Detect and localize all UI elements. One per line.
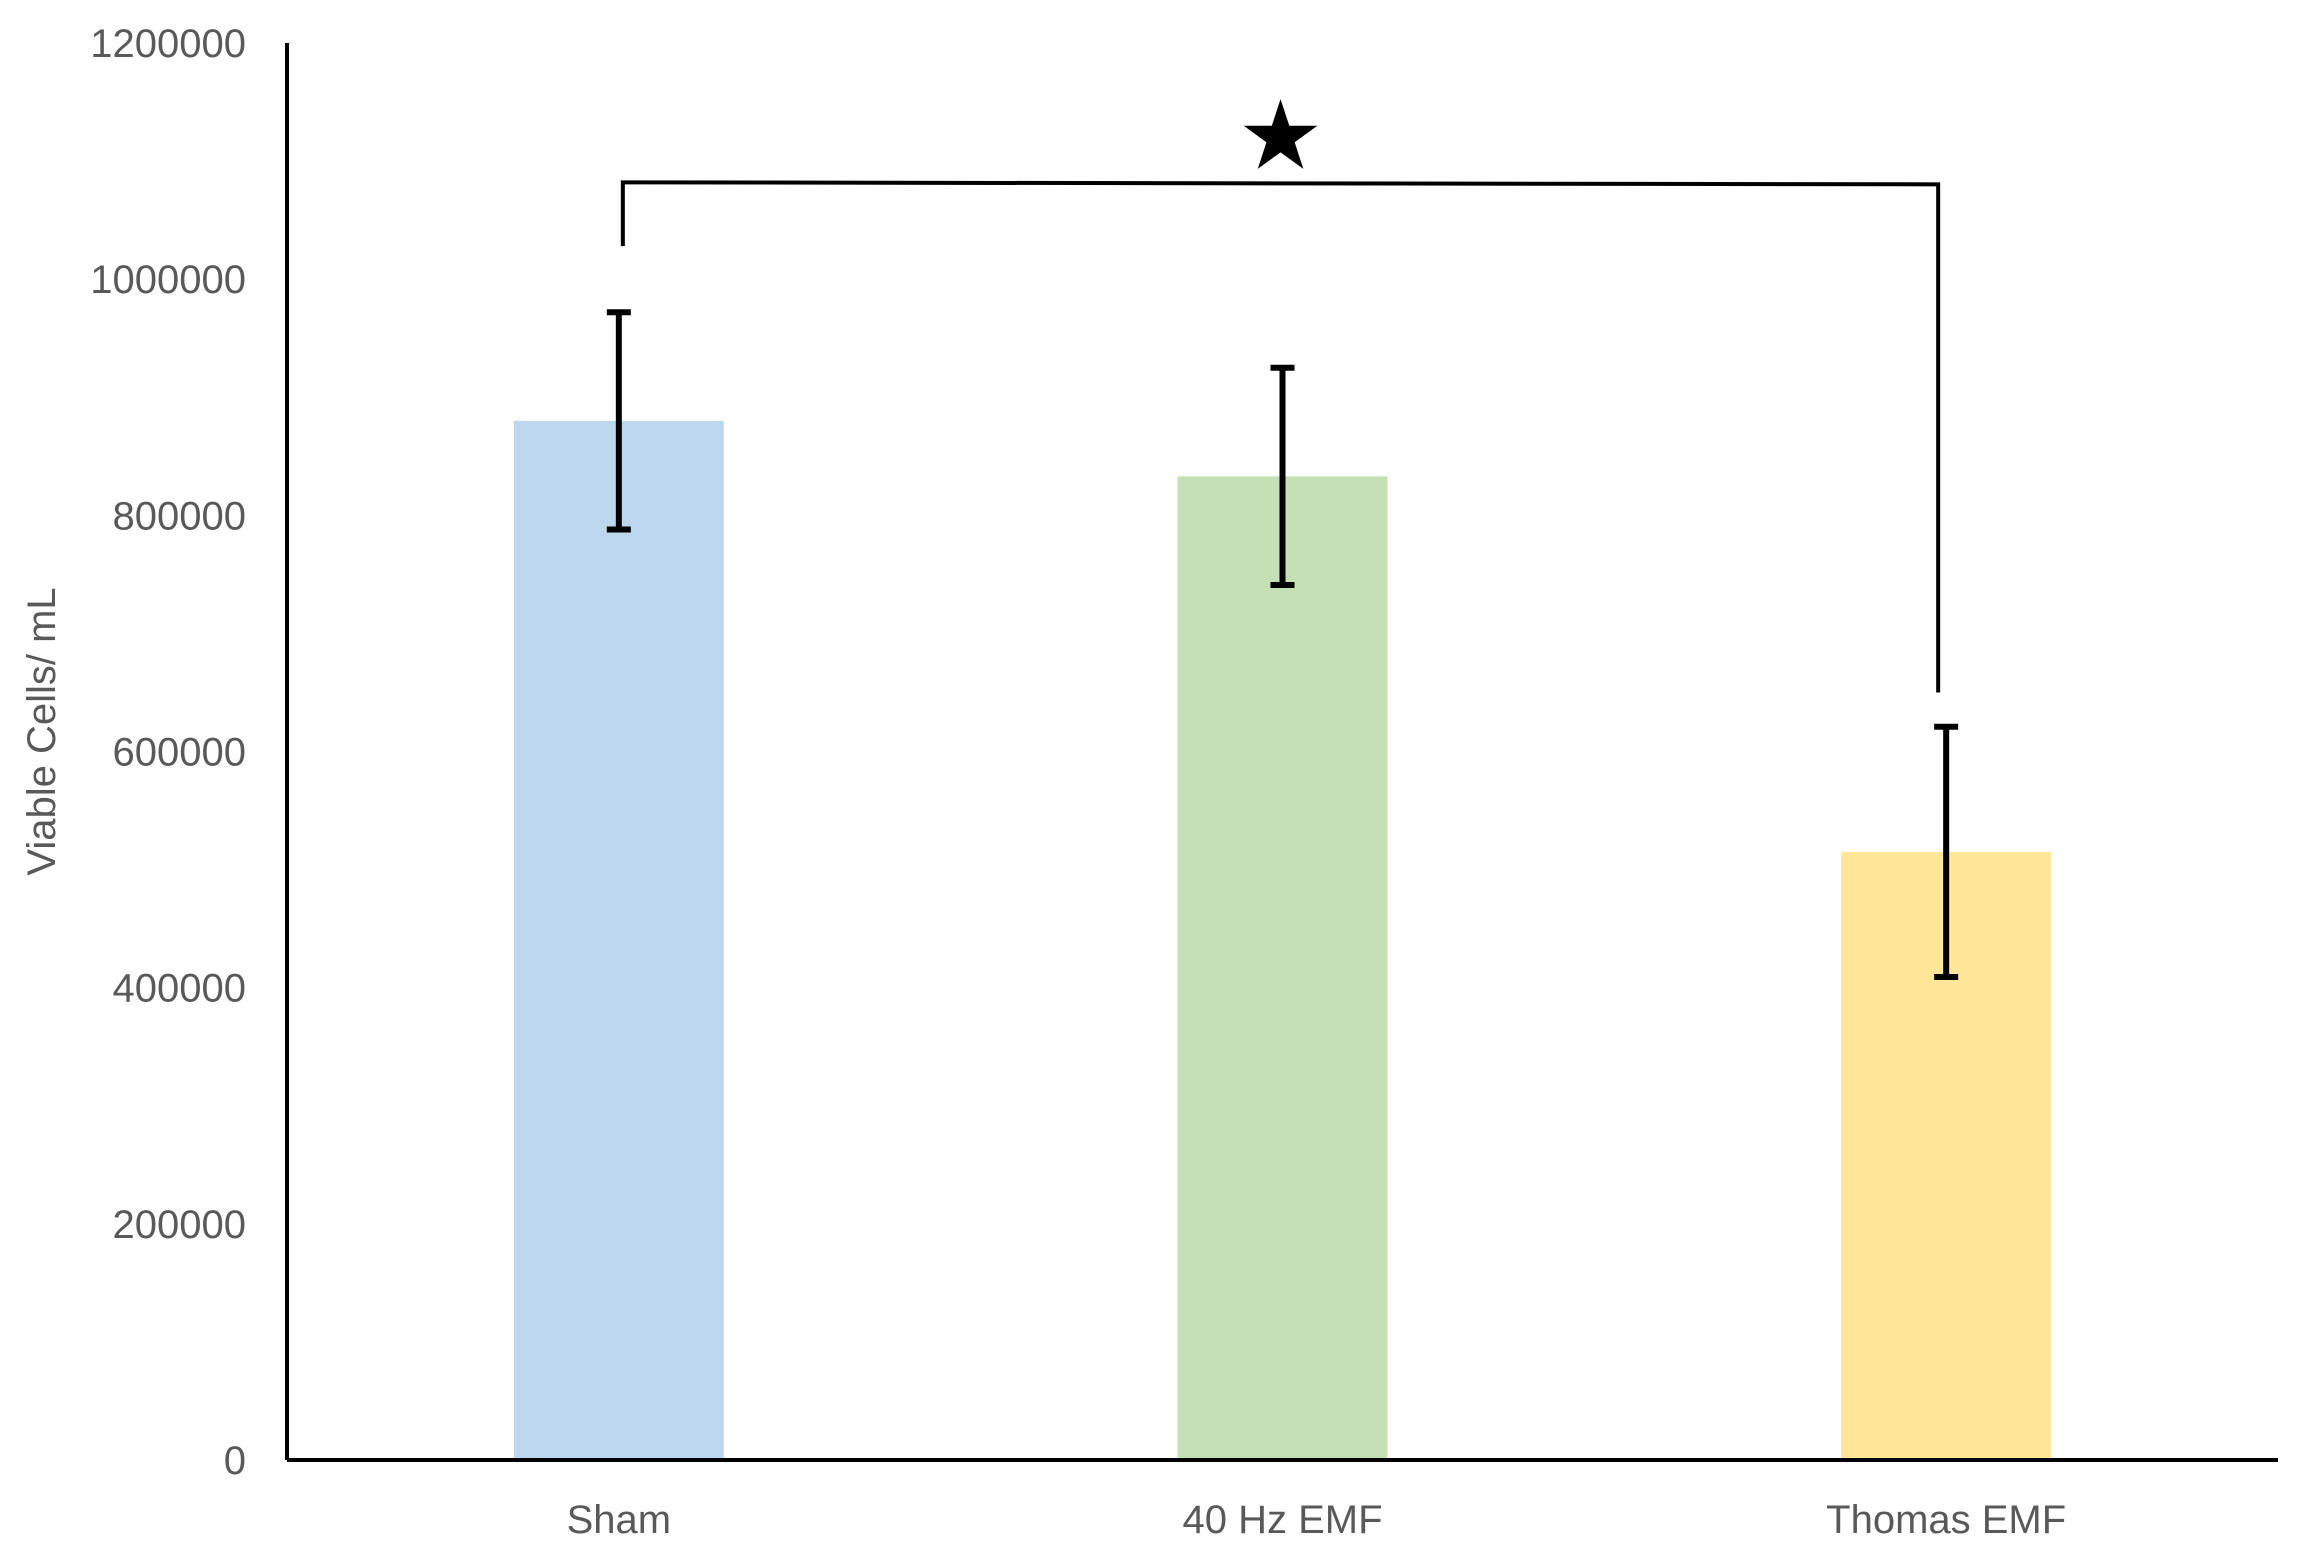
- x-category-label: Sham: [567, 1498, 672, 1542]
- y-tick-label: 1200000: [90, 22, 246, 66]
- y-tick-label: 0: [224, 1439, 246, 1483]
- x-category-label: Thomas EMF: [1826, 1498, 2066, 1542]
- y-tick-label: 400000: [113, 967, 246, 1011]
- y-tick-label: 600000: [113, 731, 246, 775]
- error-bars: [606, 309, 1959, 981]
- y-tick-label: 1000000: [90, 258, 246, 302]
- bars: [513, 420, 2052, 1460]
- y-tick-label: 800000: [113, 494, 246, 538]
- bar: [1177, 476, 1388, 1460]
- y-axis-title: Viable Cells/ mL: [20, 587, 64, 875]
- bar: [513, 420, 724, 1460]
- y-tick-label: 200000: [113, 1203, 246, 1247]
- significance-bracket-line: [620, 180, 1941, 693]
- significance-star: ★: [1237, 82, 1323, 189]
- x-category-label: 40 Hz EMF: [1182, 1498, 1382, 1542]
- x-axis-category-labels: Sham 40 Hz EMF Thomas EMF: [567, 1498, 2067, 1542]
- y-axis-ticks: 0 200000 400000 600000 800000 1000000 1200000: [90, 22, 246, 1483]
- significance-bracket: ★: [620, 82, 1941, 693]
